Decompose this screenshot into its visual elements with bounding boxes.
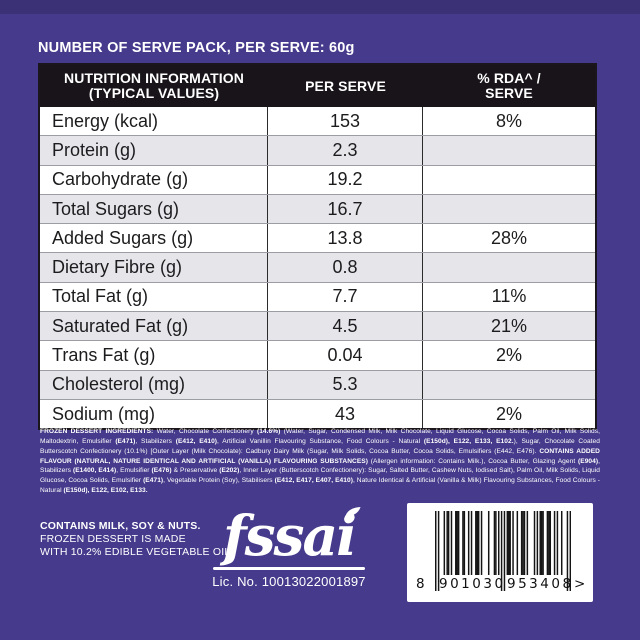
table-row: Protein (g) 2.3 xyxy=(40,135,595,165)
row-per-serve-value: 0.04 xyxy=(268,341,423,370)
row-per-serve-value: 43 xyxy=(268,399,423,429)
row-rda-value: 2% xyxy=(495,345,522,366)
table-row: Sodium (mg) 43 2% xyxy=(40,398,595,429)
allergen-line-frozen-dessert: FROZEN DESSERT IS MADE xyxy=(40,533,186,545)
row-per-serve-value: 2.3 xyxy=(268,136,423,165)
row-per-serve-value: 16.7 xyxy=(268,194,423,224)
row-per-serve-value: 7.7 xyxy=(268,282,423,312)
row-label: Carbohydrate (g) xyxy=(40,165,268,194)
table-row: Carbohydrate (g) 19.2 xyxy=(40,164,595,194)
row-per-serve-value: 5.3 xyxy=(268,370,423,399)
row-per-serve-value: 4.5 xyxy=(268,312,423,341)
row-rda-value: 21% xyxy=(490,315,528,336)
row-label: Total Fat (g) xyxy=(40,282,268,312)
row-rda-value xyxy=(423,195,595,223)
barcode-right-digits: 953408 xyxy=(507,576,574,592)
row-label: Sodium (mg) xyxy=(40,399,268,429)
top-shade-strip xyxy=(0,0,640,14)
column-header-nutrition-information: NUTRITION INFORMATION (TYPICAL VALUES) xyxy=(64,70,244,101)
row-per-serve-value: 153 xyxy=(268,107,423,136)
barcode-bars xyxy=(435,511,571,591)
row-per-serve-value: 19.2 xyxy=(268,165,423,194)
row-rda-value: 2% xyxy=(495,403,522,424)
row-label: Cholesterol (mg) xyxy=(40,370,268,399)
fssai-license-number: Lic. No. 10013022001897 xyxy=(212,573,366,589)
row-rda-value xyxy=(423,136,595,164)
fssai-underline xyxy=(213,567,365,570)
row-label: Energy (kcal) xyxy=(40,107,268,136)
table-row: Dietary Fibre (g) 0.8 xyxy=(40,252,595,282)
nutrition-table: NUTRITION INFORMATION (TYPICAL VALUES) P… xyxy=(38,63,597,431)
row-rda-value xyxy=(423,166,595,194)
table-row: Added Sugars (g) 13.8 28% xyxy=(40,223,595,253)
row-label: Protein (g) xyxy=(40,136,268,165)
row-rda-value xyxy=(423,371,595,399)
row-label: Dietary Fibre (g) xyxy=(40,253,268,282)
allergen-statement: CONTAINS MILK, SOY & NUTS. FROZEN DESSER… xyxy=(40,520,234,559)
table-row: Cholesterol (mg) 5.3 xyxy=(40,369,595,399)
table-row: Trans Fat (g) 0.04 2% xyxy=(40,340,595,370)
table-row: Total Fat (g) 7.7 11% xyxy=(40,281,595,312)
table-row: Total Sugars (g) 16.7 xyxy=(40,193,595,224)
row-label: Trans Fat (g) xyxy=(40,341,268,370)
barcode-first-digit: 8 xyxy=(416,576,425,592)
row-rda-value xyxy=(423,253,595,281)
ingredients-text: FROZEN DESSERT INGREDIENTS: Water, Choco… xyxy=(40,428,601,495)
barcode-trailing-mark: > xyxy=(574,576,586,592)
row-label: Added Sugars (g) xyxy=(40,224,268,253)
row-rda-value: 28% xyxy=(490,227,528,248)
nutrition-rows: Energy (kcal) 153 8% Protein (g) 2.3 Carbohyd… xyxy=(40,107,595,429)
row-per-serve-value: 13.8 xyxy=(268,224,423,253)
row-rda-value: 8% xyxy=(495,110,522,131)
table-row: Energy (kcal) 153 8% xyxy=(40,107,595,136)
column-header-per-serve: PER SERVE xyxy=(305,77,386,94)
leaf-icon xyxy=(345,507,361,517)
barcode: 8 901030 953408 > xyxy=(407,503,593,602)
allergen-line-contains: CONTAINS MILK, SOY & NUTS. xyxy=(40,520,201,532)
row-label: Saturated Fat (g) xyxy=(40,312,268,341)
fssai-wordmark: fssai xyxy=(223,505,361,567)
allergen-line-vegetable-oil: WITH 10.2% EDIBLE VEGETABLE OIL. xyxy=(40,546,234,558)
row-per-serve-value: 0.8 xyxy=(268,253,423,282)
pack-serve-label: NUMBER OF SERVE PACK, PER SERVE: 60g xyxy=(38,40,355,56)
nutrition-table-header: NUTRITION INFORMATION (TYPICAL VALUES) P… xyxy=(40,65,595,107)
row-rda-value: 11% xyxy=(491,286,527,307)
row-label: Total Sugars (g) xyxy=(40,194,268,224)
table-row: Saturated Fat (g) 4.5 21% xyxy=(40,311,595,341)
barcode-left-digits: 901030 xyxy=(439,576,506,592)
column-header-rda-serve: % RDA^ / SERVE xyxy=(477,70,541,101)
fssai-logo: fssai Lic. No. 10013022001897 xyxy=(203,505,375,589)
